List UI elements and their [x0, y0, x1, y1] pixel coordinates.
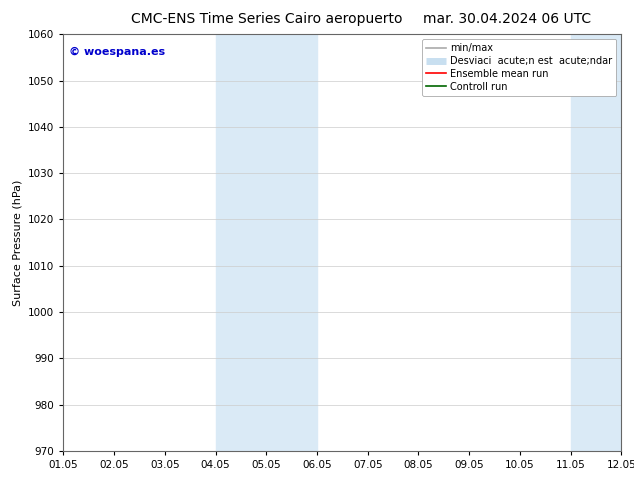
Text: © woespana.es: © woespana.es [69, 47, 165, 57]
Legend: min/max, Desviaci  acute;n est  acute;ndar, Ensemble mean run, Controll run: min/max, Desviaci acute;n est acute;ndar… [422, 39, 616, 96]
Y-axis label: Surface Pressure (hPa): Surface Pressure (hPa) [13, 179, 23, 306]
Bar [216, 34, 317, 451]
Bar [571, 34, 634, 451]
Text: mar. 30.04.2024 06 UTC: mar. 30.04.2024 06 UTC [423, 12, 592, 26]
Text: CMC-ENS Time Series Cairo aeropuerto: CMC-ENS Time Series Cairo aeropuerto [131, 12, 402, 26]
